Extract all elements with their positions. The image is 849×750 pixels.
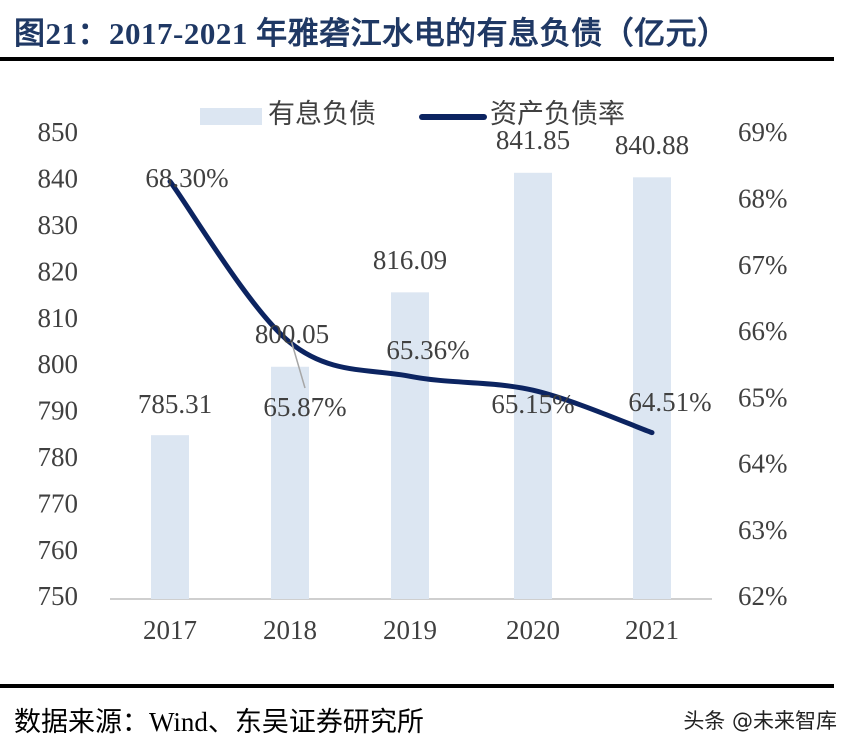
- left-axis-tick: 840: [38, 164, 79, 194]
- left-axis-tick: 800: [38, 349, 79, 379]
- line-data-label: 64.51%: [628, 387, 711, 417]
- bar-data-label: 785.31: [138, 389, 212, 419]
- right-axis-tick: 64%: [738, 449, 788, 479]
- left-axis-tick: 830: [38, 210, 79, 240]
- line-data-label: 65.36%: [386, 335, 469, 365]
- bar: [151, 435, 189, 599]
- left-axis-tick: 820: [38, 256, 79, 286]
- chart-title: 图21：2017-2021 年雅砻江水电的有息负债（亿元）: [14, 16, 729, 51]
- left-axis-tick: 790: [38, 396, 79, 426]
- legend-bar-swatch: [200, 108, 262, 125]
- left-axis-tick: 750: [38, 581, 79, 611]
- line-data-label: 68.30%: [145, 163, 228, 193]
- right-axis-tick: 66%: [738, 316, 788, 346]
- left-axis-tick: 810: [38, 303, 79, 333]
- right-axis-tick: 67%: [738, 250, 788, 280]
- footer-divider: [0, 684, 834, 688]
- legend-line-label: 资产负债率: [490, 99, 625, 129]
- bar-data-label: 800.05: [255, 319, 329, 349]
- left-axis-tick: 760: [38, 535, 79, 565]
- x-axis-tick: 2018: [263, 615, 317, 645]
- x-axis-tick: 2017: [143, 615, 197, 645]
- title-divider: [0, 57, 834, 61]
- bar: [391, 292, 429, 599]
- x-axis-tick: 2019: [383, 615, 437, 645]
- watermark: 头条 @未来智库: [683, 709, 837, 733]
- bar: [633, 177, 671, 599]
- left-axis-tick: 780: [38, 442, 79, 472]
- bar: [271, 366, 309, 599]
- source-note: 数据来源：Wind、东吴证券研究所: [14, 707, 424, 737]
- line-data-label: 65.87%: [263, 392, 346, 422]
- bar-data-label: 816.09: [373, 245, 447, 275]
- bar-data-label: 840.88: [615, 130, 689, 160]
- leader-line: [290, 339, 306, 389]
- left-axis-tick: 770: [38, 488, 79, 518]
- line-data-label: 65.15%: [491, 389, 574, 419]
- legend-bar-label: 有息负债: [268, 99, 376, 129]
- right-axis-tick: 63%: [738, 515, 788, 545]
- right-axis-tick: 62%: [738, 581, 788, 611]
- chart: 750 760 770 780 790 800 810 820 830 840 850 62% 63% 6…: [38, 99, 788, 645]
- right-axis-tick: 69%: [738, 117, 788, 147]
- x-axis-tick: 2021: [625, 615, 679, 645]
- right-axis-tick: 65%: [738, 382, 788, 412]
- right-axis-tick: 68%: [738, 183, 788, 213]
- bar-data-label: 841.85: [496, 125, 570, 155]
- x-axis-tick: 2020: [506, 615, 560, 645]
- line-series-path: [167, 178, 655, 436]
- left-axis-tick: 850: [38, 117, 79, 147]
